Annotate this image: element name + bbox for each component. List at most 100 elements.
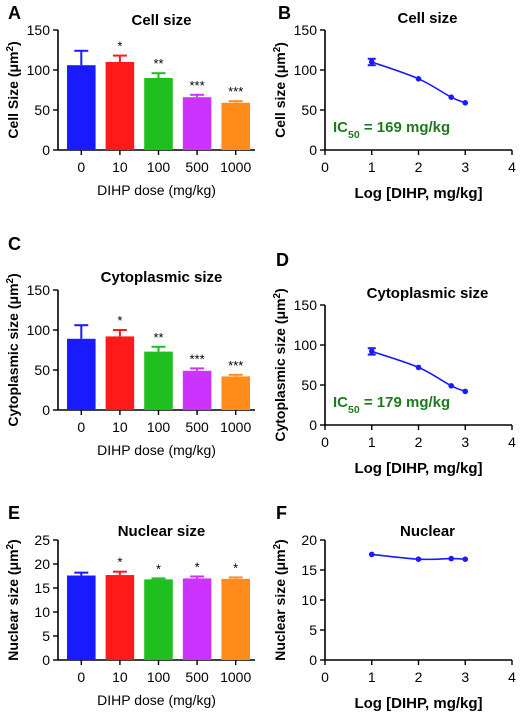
bar <box>221 102 250 150</box>
significance-label: * <box>156 561 161 576</box>
y-tick-label: 50 <box>301 377 317 393</box>
y-tick-label: 100 <box>27 322 51 338</box>
bar <box>144 78 173 150</box>
significance-label: * <box>117 313 122 328</box>
y-tick-label: 50 <box>34 102 50 118</box>
significance-label: *** <box>190 351 205 366</box>
y-axis-label: Cell size (μm2) <box>272 42 289 138</box>
x-tick-label: 0 <box>77 669 85 685</box>
significance-label: * <box>233 560 238 575</box>
significance-label: * <box>117 39 122 54</box>
x-axis-label: DIHP dose (mg/kg) <box>97 692 216 708</box>
x-axis-label: DIHP dose (mg/kg) <box>97 442 216 458</box>
significance-label: ** <box>153 56 163 71</box>
bar <box>67 575 96 660</box>
x-axis-label: Log [DIHP, mg/kg] <box>354 695 482 712</box>
x-tick-label: 10 <box>112 159 128 175</box>
y-tick-label: 0 <box>309 652 317 668</box>
x-tick-label: 1 <box>368 669 376 685</box>
panel-letter: B <box>278 3 291 23</box>
x-tick-label: 3 <box>461 434 469 450</box>
y-tick-label: 100 <box>27 62 51 78</box>
data-point <box>368 551 375 558</box>
data-point <box>368 59 375 65</box>
x-tick-label: 100 <box>147 669 171 685</box>
y-axis-label: Nuclear size (μm2) <box>5 539 22 660</box>
bar <box>221 578 250 660</box>
x-tick-label: 10 <box>112 419 128 435</box>
data-point <box>462 556 469 562</box>
y-tick-label: 25 <box>34 532 50 548</box>
x-tick-label: 3 <box>461 159 469 175</box>
y-tick-label: 50 <box>301 102 317 118</box>
data-point <box>415 556 422 562</box>
bar <box>67 65 96 150</box>
y-tick-label: 10 <box>301 592 317 608</box>
bar <box>144 579 173 660</box>
y-tick-label: 15 <box>34 580 50 596</box>
y-tick-label: 50 <box>34 362 50 378</box>
bar <box>67 338 96 410</box>
x-tick-label: 500 <box>185 419 209 435</box>
x-tick-label: 500 <box>185 669 209 685</box>
bar <box>105 336 135 410</box>
x-tick-label: 4 <box>508 434 516 450</box>
y-tick-label: 20 <box>34 556 50 572</box>
chart-title: Cell size <box>131 12 191 29</box>
y-tick-label: 10 <box>34 604 50 620</box>
y-tick-label: 20 <box>301 532 317 548</box>
y-tick-label: 0 <box>309 142 317 158</box>
bar <box>105 62 135 150</box>
y-tick-label: 0 <box>42 402 50 418</box>
data-point <box>415 76 422 82</box>
x-tick-label: 1000 <box>220 159 251 175</box>
y-tick-label: 150 <box>294 22 318 38</box>
significance-label: *** <box>190 78 205 93</box>
bar <box>182 370 212 410</box>
x-tick-label: 0 <box>77 159 85 175</box>
x-tick-label: 1000 <box>220 669 251 685</box>
y-tick-label: 0 <box>42 652 50 668</box>
significance-label: * <box>195 559 200 574</box>
y-axis-label: Nuclear size (μm2) <box>272 539 289 660</box>
y-axis-label: Cytoplasmic size (μm2) <box>272 288 289 441</box>
significance-label: ** <box>153 330 163 345</box>
y-tick-label: 150 <box>27 22 51 38</box>
chart-title: Cytoplasmic size <box>367 285 489 302</box>
chart-panel-e: E Nuclear size 0 5 10 15 20 25 Nuclear size (μm2… <box>5 503 255 708</box>
ic50-annotation: IC50 = 169 mg/kg <box>333 119 450 141</box>
x-tick-label: 100 <box>147 159 171 175</box>
x-tick-label: 2 <box>415 434 423 450</box>
bar <box>144 351 173 410</box>
x-tick-label: 1 <box>368 159 376 175</box>
y-axis-label: Cell Size (μm2) <box>5 41 22 138</box>
x-tick-label: 4 <box>508 159 516 175</box>
y-tick-label: 150 <box>294 297 318 313</box>
y-tick-label: 100 <box>294 337 318 353</box>
bar <box>182 97 212 150</box>
panel-letter: A <box>8 3 21 23</box>
data-point <box>415 364 422 371</box>
panel-letter: E <box>8 503 20 523</box>
significance-label: *** <box>228 358 243 373</box>
x-tick-label: 3 <box>461 669 469 685</box>
significance-label: *** <box>228 84 243 99</box>
x-axis-label: DIHP dose (mg/kg) <box>97 182 216 198</box>
y-tick-label: 5 <box>42 628 50 644</box>
x-axis-label: Log [DIHP, mg/kg] <box>354 185 482 202</box>
data-point <box>448 383 455 389</box>
x-tick-label: 100 <box>147 419 171 435</box>
x-tick-label: 1000 <box>220 419 251 435</box>
data-point <box>368 348 375 355</box>
x-tick-label: 0 <box>77 419 85 435</box>
x-tick-label: 1 <box>368 434 376 450</box>
x-tick-label: 500 <box>185 159 209 175</box>
chart-panel-d: D Cytoplasmic size 0 50 100 150 Cytoplasmic si… <box>272 250 517 477</box>
chart-title: Nuclear size <box>118 523 206 540</box>
data-point <box>462 100 469 106</box>
chart-panel-b: B Cell size 0 50 100 150 Cell size (μm2) 0 1 2 3 4 I… <box>272 3 517 202</box>
series-line <box>371 553 466 561</box>
x-tick-label: 10 <box>112 669 128 685</box>
bar <box>221 376 250 410</box>
